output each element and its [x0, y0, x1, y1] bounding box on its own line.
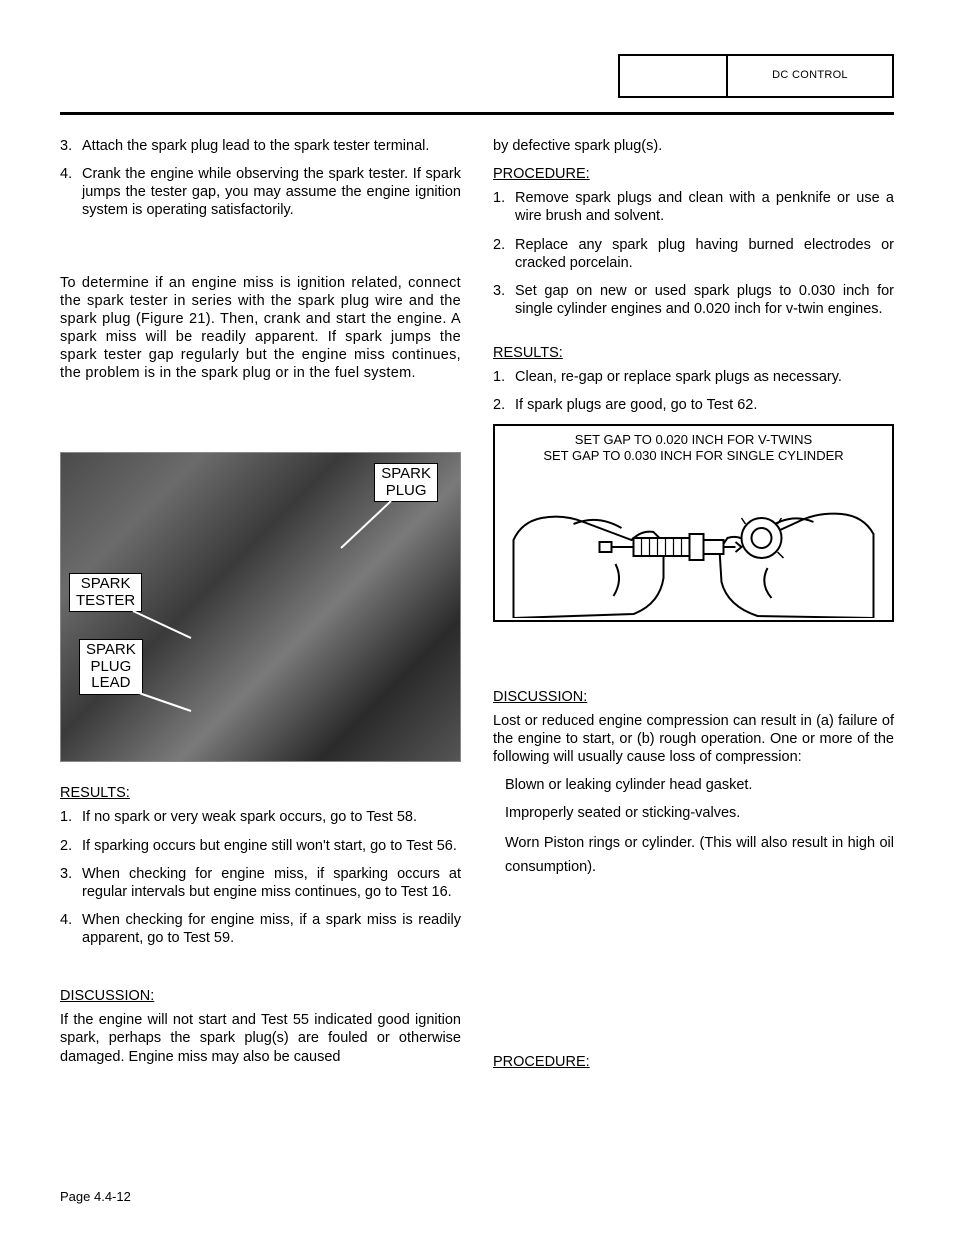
engine-miss-paragraph: To determine if an engine miss is igniti…	[60, 274, 461, 383]
list-text: Crank the engine while observing the spa…	[82, 165, 461, 219]
results-heading-right: RESULTS:	[493, 344, 894, 362]
list-text: Replace any spark plug having burned ele…	[515, 236, 894, 272]
discussion-paragraph-left: If the engine will not start and Test 55…	[60, 1011, 461, 1065]
list-num: 3.	[493, 282, 515, 318]
header-cell-section	[620, 56, 728, 96]
header-rule	[60, 112, 894, 115]
cause-item: Blown or leaking cylinder head gasket.	[505, 776, 894, 794]
page-header: DC CONTROL	[60, 54, 894, 104]
left-column: 3.Attach the spark plug lead to the spar…	[60, 137, 461, 1077]
list-text: If sparking occurs but engine still won'…	[82, 837, 461, 855]
discussion-heading-left: DISCUSSION:	[60, 987, 461, 1005]
list-num: 2.	[493, 396, 515, 414]
list-num: 2.	[60, 837, 82, 855]
results-heading: RESULTS:	[60, 784, 461, 802]
results-list-left: 1.If no spark or very weak spark occurs,…	[60, 808, 461, 947]
gap-caption: SET GAP TO 0.020 INCH FOR V-TWINS SET GA…	[505, 432, 882, 463]
list-num: 4.	[60, 911, 82, 947]
list-num: 3.	[60, 137, 82, 155]
list-num: 1.	[493, 189, 515, 225]
cause-item: Improperly seated or sticking-valves.	[505, 804, 894, 822]
header-cell-title: DC CONTROL	[728, 56, 892, 96]
list-num: 2.	[493, 236, 515, 272]
list-text: When checking for engine miss, if a spar…	[82, 911, 461, 947]
results-list-right: 1.Clean, re-gap or replace spark plugs a…	[493, 368, 894, 414]
list-text: Remove spark plugs and clean with a penk…	[515, 189, 894, 225]
callout-lines	[61, 453, 460, 761]
right-column: by defective spark plug(s). PROCEDURE: 1…	[493, 137, 894, 1077]
cause-item: Worn Piston rings or cylinder. (This wil…	[505, 832, 894, 878]
discussion-heading-right: DISCUSSION:	[493, 688, 894, 706]
procedure-heading: PROCEDURE:	[493, 165, 894, 183]
procedure-heading-2: PROCEDURE:	[493, 1053, 894, 1071]
procedure-list: 1.Remove spark plugs and clean with a pe…	[493, 189, 894, 318]
list-num: 1.	[493, 368, 515, 386]
compression-causes-list: Blown or leaking cylinder head gasket. I…	[493, 776, 894, 879]
hands-gapping-illustration	[505, 468, 882, 618]
attach-crank-list: 3.Attach the spark plug lead to the spar…	[60, 137, 461, 220]
continuation-text: by defective spark plug(s).	[493, 137, 894, 155]
list-num: 1.	[60, 808, 82, 826]
figure-spark-gap: SET GAP TO 0.020 INCH FOR V-TWINS SET GA…	[493, 424, 894, 621]
list-text: If spark plugs are good, go to Test 62.	[515, 396, 894, 414]
list-text: Set gap on new or used spark plugs to 0.…	[515, 282, 894, 318]
list-text: When checking for engine miss, if sparki…	[82, 865, 461, 901]
list-num: 4.	[60, 165, 82, 219]
page-footer: Page 4.4-12	[60, 1189, 131, 1205]
figure-21: SPARK PLUG SPARK TESTER SPARK PLUG LEAD	[60, 452, 461, 762]
list-text: Clean, re-gap or replace spark plugs as …	[515, 368, 894, 386]
list-text: If no spark or very weak spark occurs, g…	[82, 808, 461, 826]
discussion-paragraph-right: Lost or reduced engine compression can r…	[493, 712, 894, 766]
list-num: 3.	[60, 865, 82, 901]
engine-photo: SPARK PLUG SPARK TESTER SPARK PLUG LEAD	[60, 452, 461, 762]
list-text: Attach the spark plug lead to the spark …	[82, 137, 461, 155]
header-box: DC CONTROL	[618, 54, 894, 98]
